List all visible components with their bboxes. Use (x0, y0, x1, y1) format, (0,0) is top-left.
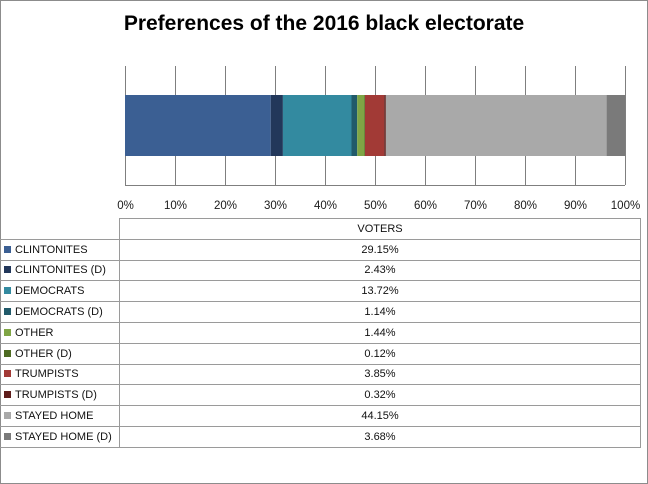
data-label: 0.12% (119, 342, 641, 365)
x-tick-label: 90% (564, 200, 587, 212)
legend-swatch (4, 412, 11, 420)
table-row: CLINTONITES (D) 2.43% (0, 259, 641, 282)
x-tick-label: 100% (611, 200, 640, 212)
series-label-cell: OTHER (0, 321, 120, 344)
bar-segment (282, 95, 352, 156)
x-axis-ticks: 0% 10% 20% 30% 40% 50% 60% 70% 80% 90% 100% (117, 200, 640, 212)
legend-swatch (4, 266, 11, 274)
table-row: CLINTONITES 29.15% (0, 238, 641, 261)
series-label-cell: OTHER (D) (0, 342, 120, 365)
series-label-cell: DEMOCRATS (D) (0, 301, 120, 323)
x-tick-label: 10% (164, 200, 187, 212)
legend-swatch (4, 349, 11, 357)
table-row: TRUMPISTS 3.85% (0, 363, 641, 386)
legend-swatch (4, 370, 11, 378)
table-row: OTHER 1.44% (0, 321, 641, 344)
x-tick-label: 30% (264, 200, 287, 212)
x-tick-label: 50% (364, 200, 387, 212)
series-name: STAYED HOME (15, 410, 94, 423)
table-header-row: VOTERS (0, 218, 641, 240)
series-name: TRUMPISTS (D) (15, 389, 97, 402)
series-label-cell: STAYED HOME (0, 405, 120, 427)
bar-segment (357, 95, 365, 156)
series-label-cell: CLINTONITES (D) (0, 259, 120, 282)
table-header: VOTERS (119, 218, 641, 240)
table-row: OTHER (D) 0.12% (0, 342, 641, 365)
series-name: DEMOCRATS (D) (15, 306, 103, 319)
bar-segments (125, 95, 625, 156)
series-label-cell: STAYED HOME (D) (0, 425, 120, 448)
table-row: STAYED HOME 44.15% (0, 405, 641, 427)
series-name: TRUMPISTS (15, 368, 79, 381)
bar-segment (384, 95, 386, 156)
series-label-cell: TRUMPISTS (0, 363, 120, 386)
bar-segment (385, 95, 607, 156)
legend-swatch (4, 245, 11, 253)
data-label: 3.68% (119, 425, 641, 448)
bar-segment (270, 95, 283, 156)
data-label: 29.15% (119, 238, 641, 261)
stacked-bar-chart: 0% 10% 20% 30% 40% 50% 60% 70% 80% 90% 100% (117, 66, 640, 212)
bar-segment (606, 95, 625, 156)
legend-swatch (4, 308, 11, 316)
x-tick-label: 40% (314, 200, 337, 212)
series-name: OTHER (15, 326, 54, 339)
bar-segment (365, 95, 385, 156)
data-label: 2.43% (119, 259, 641, 282)
data-label: 1.44% (119, 321, 641, 344)
bar-segment (364, 95, 365, 156)
series-name: CLINTONITES (15, 243, 88, 256)
data-label: 1.14% (119, 301, 641, 323)
legend-swatch (4, 391, 11, 399)
x-tick-label: 20% (214, 200, 237, 212)
series-label-cell: TRUMPISTS (D) (0, 384, 120, 407)
data-label: 44.15% (119, 405, 641, 427)
data-label: 3.85% (119, 363, 641, 386)
chart-title: Preferences of the 2016 black electorate (123, 12, 525, 35)
data-table: VOTERS CLINTONITES 29.15% CLINTONITES (D) 2… (0, 218, 641, 448)
series-name: DEMOCRATS (15, 285, 85, 298)
data-label: 0.32% (119, 384, 641, 407)
legend-swatch (4, 432, 11, 440)
data-label: 13.72% (119, 280, 641, 303)
x-tick-label: 60% (414, 200, 437, 212)
series-label-cell: CLINTONITES (0, 238, 120, 261)
table-row: TRUMPISTS (D) 0.32% (0, 384, 641, 407)
table-row: DEMOCRATS 13.72% (0, 280, 641, 303)
table-corner-cell (0, 218, 120, 240)
series-label-cell: DEMOCRATS (0, 280, 120, 303)
legend-swatch (4, 287, 11, 295)
series-name: CLINTONITES (D) (15, 264, 106, 277)
x-tick-label: 70% (464, 200, 487, 212)
legend-swatch (4, 328, 11, 336)
bar-segment (125, 95, 271, 156)
x-tick-label: 0% (117, 200, 134, 212)
bar-segment (351, 95, 358, 156)
series-name: OTHER (D) (15, 347, 72, 360)
x-tick-label: 80% (514, 200, 537, 212)
table-row: DEMOCRATS (D) 1.14% (0, 301, 641, 323)
series-name: STAYED HOME (D) (15, 430, 112, 443)
table-row: STAYED HOME (D) 3.68% (0, 425, 641, 448)
